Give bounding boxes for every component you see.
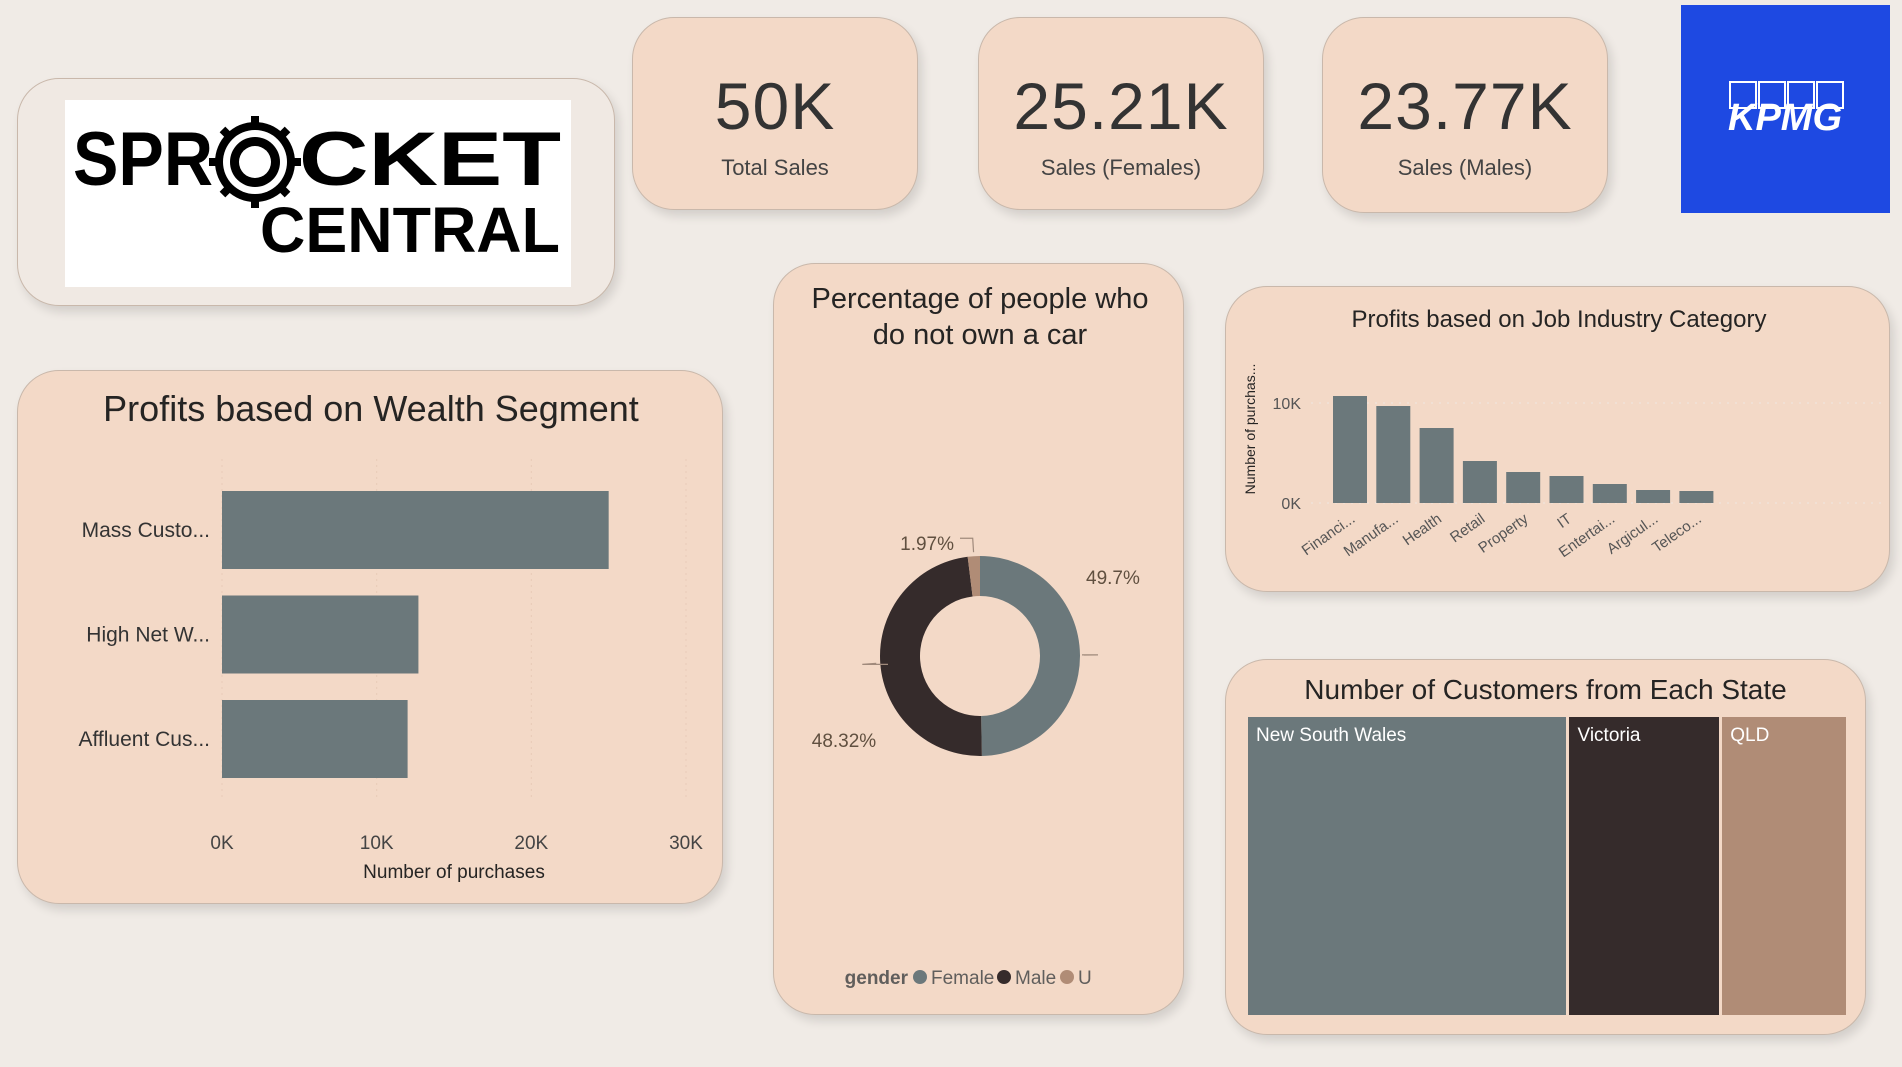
kpi-value: 23.77K — [1357, 69, 1573, 143]
state-treemap: New South Wales Victoria QLD — [1248, 717, 1846, 1015]
x-category-label: Health — [1400, 510, 1445, 549]
kpi-label: Sales (Females) — [1040, 155, 1202, 180]
legend-marker — [1060, 970, 1074, 984]
kpi-value: 25.21K — [1013, 69, 1229, 143]
svg-text:KPMG: KPMG — [1728, 97, 1842, 139]
wealth-segment-chart: Profits based on Wealth Segment Number o… — [78, 388, 703, 883]
bar[interactable] — [1679, 491, 1714, 503]
svg-text:CKET: CKET — [299, 117, 561, 202]
job-industry-chart: Profits based on Job Industry Category N… — [1242, 306, 1886, 561]
y-category-label: High Net W... — [86, 624, 210, 647]
job-industry-chart-card: Profits based on Job Industry Category N… — [1225, 286, 1890, 592]
x-tick-label: 30K — [669, 833, 703, 854]
kpi-total-sales: 50K Total Sales — [632, 17, 918, 210]
treemap-tile[interactable]: New South Wales — [1248, 717, 1567, 1015]
kpi-label: Total Sales — [721, 155, 829, 180]
y-axis-label: Number of purchas... — [1242, 364, 1258, 495]
kpi-label: Sales (Males) — [1397, 155, 1533, 180]
x-category-label: IT — [1554, 510, 1575, 532]
bar[interactable] — [1592, 484, 1627, 503]
svg-text:SPR: SPR — [73, 117, 213, 202]
x-axis-label: Number of purchases — [363, 862, 545, 883]
data-label: 1.97% — [900, 534, 954, 555]
donut-slice-male[interactable] — [880, 556, 982, 756]
y-category-label: Affluent Cus... — [78, 728, 210, 751]
wealth-segment-chart-card: Profits based on Wealth Segment Number o… — [17, 370, 723, 904]
car-ownership-donut-card: Percentage of people who do not own a ca… — [773, 263, 1184, 1015]
chart-title: Profits based on Wealth Segment — [103, 388, 639, 429]
donut-slice-u[interactable] — [967, 556, 980, 597]
legend[interactable]: gender Female Male U — [845, 968, 1092, 989]
y-category-label: Mass Custo... — [82, 519, 210, 542]
legend-item[interactable]: Female — [931, 968, 994, 989]
legend-marker — [997, 970, 1011, 984]
svg-text:CENTRAL: CENTRAL — [260, 194, 560, 266]
chart-title-line1: Percentage of people who — [812, 283, 1149, 315]
leader-line — [862, 662, 888, 665]
bar[interactable] — [222, 595, 419, 674]
x-category-label: Property — [1475, 510, 1532, 557]
bar[interactable] — [1419, 428, 1454, 503]
treemap-tile[interactable]: QLD — [1722, 717, 1846, 1015]
donut-slice-female[interactable] — [980, 556, 1080, 756]
y-tick-label: 10K — [1273, 396, 1302, 413]
x-tick-label: 0K — [210, 833, 234, 854]
legend-item[interactable]: U — [1078, 968, 1092, 989]
chart-title-line2: do not own a car — [873, 319, 1088, 351]
legend-title: gender — [845, 968, 909, 989]
bar[interactable] — [1636, 490, 1671, 503]
leader-line — [960, 537, 975, 553]
bar[interactable] — [1333, 396, 1367, 503]
kpi-value: 50K — [714, 69, 836, 143]
sprocket-central-logo: SPR CKET CENTRAL — [65, 100, 571, 287]
data-label: 48.32% — [812, 731, 877, 752]
bar[interactable] — [1462, 461, 1497, 503]
kpi-sales-females: 25.21K Sales (Females) — [978, 17, 1264, 210]
car-ownership-donut-chart: Percentage of people who do not own a ca… — [812, 283, 1149, 989]
bar[interactable] — [222, 491, 609, 569]
sprocket-gear-icon — [209, 116, 301, 208]
bar[interactable] — [1376, 406, 1411, 503]
x-tick-label: 10K — [360, 833, 394, 854]
legend-item[interactable]: Male — [1015, 968, 1056, 989]
bar[interactable] — [1506, 472, 1541, 503]
chart-title: Profits based on Job Industry Category — [1352, 306, 1767, 333]
bar[interactable] — [1549, 476, 1584, 503]
data-label: 49.7% — [1086, 568, 1140, 589]
treemap-tile[interactable]: Victoria — [1569, 717, 1720, 1015]
bar[interactable] — [222, 700, 408, 778]
chart-title: Number of Customers from Each State — [1304, 674, 1787, 705]
kpmg-logo: KPMG — [1681, 5, 1890, 213]
kpi-sales-males: 23.77K Sales (Males) — [1322, 17, 1608, 213]
x-category-label: Teleco... — [1649, 510, 1705, 556]
legend-marker — [913, 970, 927, 984]
x-tick-label: 20K — [514, 833, 548, 854]
logo-card: SPR CKET CENTRAL — [17, 78, 615, 306]
y-tick-label: 0K — [1281, 496, 1301, 513]
state-customers-card: Number of Customers from Each State New … — [1225, 659, 1866, 1035]
